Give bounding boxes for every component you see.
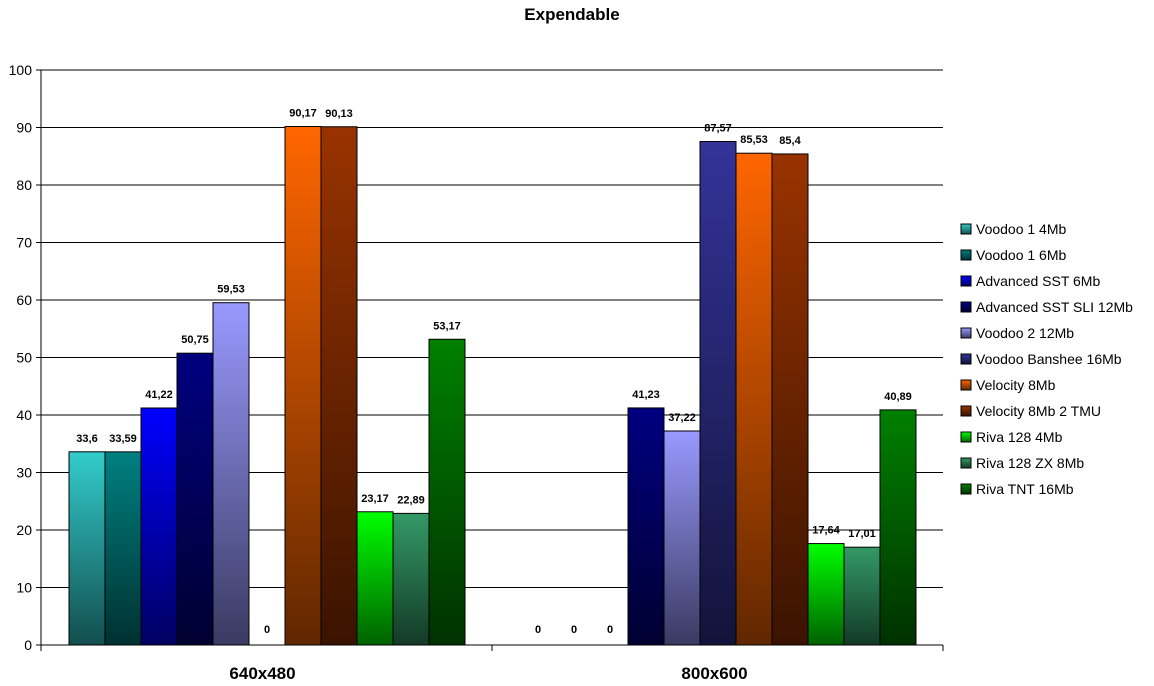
bar	[140, 407, 178, 646]
y-tick-label: 10	[16, 580, 32, 596]
data-label: 41,23	[632, 389, 660, 401]
data-label: 37,22	[668, 412, 696, 424]
y-tick-label: 50	[16, 350, 32, 366]
data-label: 33,59	[109, 433, 137, 445]
legend-swatch	[960, 223, 972, 235]
bar	[627, 407, 665, 646]
data-label: 33,6	[76, 433, 97, 445]
bar	[212, 302, 250, 646]
data-label: 41,22	[145, 389, 173, 401]
legend-label: Riva 128 ZX 8Mb	[976, 455, 1084, 471]
data-label: 17,64	[812, 525, 840, 537]
legend-label: Voodoo 1 6Mb	[976, 247, 1067, 263]
legend-label: Voodoo 2 12Mb	[976, 325, 1074, 341]
legend-swatch	[960, 327, 972, 339]
x-tick-label: 640x480	[229, 664, 295, 683]
y-axis: 0 10 20 30 40 50 60 70 80 90 100	[9, 62, 42, 653]
x-axis: 640x480 800x600	[40, 644, 944, 683]
bar	[104, 451, 142, 646]
chart-title: Expendable	[524, 5, 619, 24]
y-tick-label: 0	[24, 637, 32, 653]
data-label: 59,53	[217, 284, 245, 296]
bar	[320, 126, 358, 646]
legend-swatch	[960, 405, 972, 417]
legend-swatch	[960, 249, 972, 261]
bar	[176, 352, 214, 646]
data-label: 0	[607, 624, 613, 636]
data-label: 0	[264, 624, 270, 636]
legend-label: Voodoo 1 4Mb	[976, 221, 1067, 237]
y-tick-label: 80	[16, 177, 32, 193]
bar	[843, 546, 881, 646]
data-label: 87,57	[704, 122, 732, 134]
legend-label: Velocity 8Mb	[976, 377, 1056, 393]
data-labels: 33,6 33,59 41,22 50,75 59,53 0 90,17 90,13 23,17…	[76, 108, 911, 636]
y-tick-label: 100	[9, 62, 33, 78]
bar	[699, 140, 737, 646]
bars	[68, 126, 917, 646]
legend-label: Velocity 8Mb 2 TMU	[976, 403, 1101, 419]
data-label: 50,75	[181, 334, 209, 346]
legend-label: Voodoo Banshee 16Mb	[976, 351, 1122, 367]
bar	[68, 451, 106, 646]
legend-label: Riva 128 4Mb	[976, 429, 1063, 445]
data-label: 90,13	[325, 108, 353, 120]
legend-swatch	[960, 431, 972, 443]
legend-swatch	[960, 379, 972, 391]
bar	[392, 512, 430, 646]
legend-swatch	[960, 457, 972, 469]
y-tick-label: 30	[16, 465, 32, 481]
legend-swatch	[960, 275, 972, 287]
legend-label: Advanced SST 6Mb	[976, 273, 1100, 289]
bar	[356, 511, 394, 646]
data-label: 90,17	[289, 108, 317, 120]
legend: Voodoo 1 4Mb Voodoo 1 6Mb Advanced SST 6Mb…	[960, 221, 1133, 497]
bar	[807, 543, 845, 646]
legend-label: Riva TNT 16Mb	[976, 481, 1074, 497]
data-label: 85,4	[779, 135, 801, 147]
y-tick-label: 60	[16, 292, 32, 308]
bar	[735, 152, 773, 646]
data-label: 0	[571, 624, 577, 636]
bar	[428, 338, 466, 646]
data-label: 85,53	[740, 134, 768, 146]
data-label: 22,89	[397, 494, 425, 506]
y-tick-label: 90	[16, 120, 32, 136]
data-label: 17,01	[848, 528, 876, 540]
data-label: 40,89	[884, 391, 912, 403]
bar	[284, 126, 322, 646]
y-tick-label: 20	[16, 522, 32, 538]
legend-label: Advanced SST SLI 12Mb	[976, 299, 1133, 315]
legend-swatch	[960, 483, 972, 495]
data-label: 53,17	[433, 320, 461, 332]
bar	[663, 430, 701, 646]
data-label: 0	[535, 624, 541, 636]
y-tick-label: 70	[16, 235, 32, 251]
bar	[879, 409, 917, 646]
data-label: 23,17	[361, 493, 389, 505]
legend-swatch	[960, 301, 972, 313]
legend-swatch	[960, 353, 972, 365]
x-tick-label: 800x600	[681, 664, 747, 683]
y-tick-label: 40	[16, 407, 32, 423]
bar	[771, 153, 809, 646]
